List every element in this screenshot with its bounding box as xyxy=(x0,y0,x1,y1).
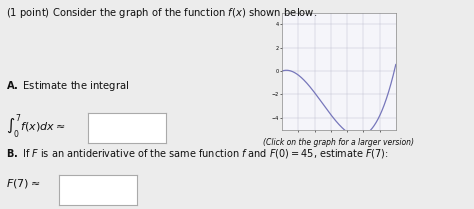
Text: $\mathbf{A.}$ Estimate the integral: $\mathbf{A.}$ Estimate the integral xyxy=(6,79,129,93)
Text: $\mathbf{B.}$ If $F$ is an antiderivative of the same function $f$ and $F(0) = 4: $\mathbf{B.}$ If $F$ is an antiderivativ… xyxy=(6,147,389,160)
Text: (Click on the graph for a larger version): (Click on the graph for a larger version… xyxy=(264,138,414,147)
Text: $\int_0^7 f(x)dx \approx$: $\int_0^7 f(x)dx \approx$ xyxy=(6,113,65,141)
Text: $F(7) \approx$: $F(7) \approx$ xyxy=(6,177,40,190)
Text: (1 point) Consider the graph of the function $f(x)$ shown below.: (1 point) Consider the graph of the func… xyxy=(6,6,317,20)
